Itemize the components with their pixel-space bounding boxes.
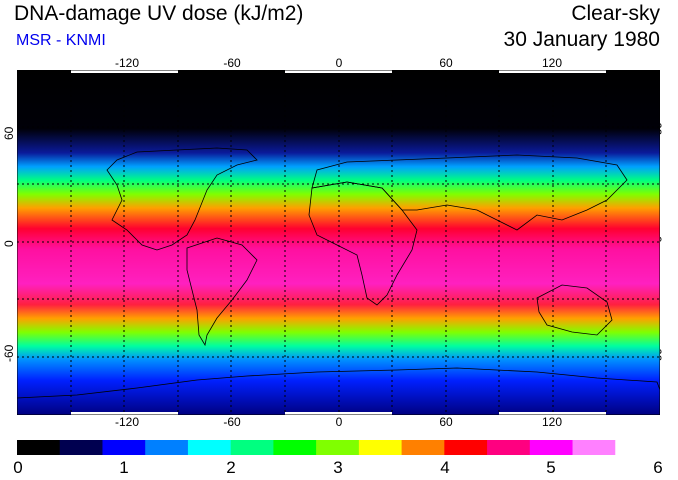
colorbar-tick: 1 <box>119 458 129 477</box>
colorbar-segment <box>572 440 616 455</box>
colorbar-segment <box>316 440 360 455</box>
map-title: DNA-damage UV dose (kJ/m2) <box>14 2 304 25</box>
australia-coast <box>536 284 613 336</box>
colorbar-tick: 4 <box>440 458 450 477</box>
north-america-coast <box>106 147 258 251</box>
colorbar-segment <box>529 440 574 455</box>
sky-condition: Clear-sky <box>571 2 660 25</box>
colorbar-tick: 2 <box>226 458 236 477</box>
lon-tick-top: -120 <box>114 56 140 70</box>
colorbar-segment <box>145 440 189 455</box>
colorbar-segment <box>230 440 274 455</box>
colorbar-segment <box>17 440 61 455</box>
lon-tick-bottom: 0 <box>335 415 343 429</box>
colorbar-segment <box>444 440 488 455</box>
colorbar-tick: 3 <box>333 458 343 477</box>
colorbar-segment <box>273 440 317 455</box>
coastlines <box>17 147 660 399</box>
map-date: 30 January 1980 <box>503 28 660 51</box>
colorbar-segment <box>615 440 658 455</box>
lat-tick-left: 0 <box>2 240 16 247</box>
colorbar-tick: 5 <box>546 458 556 477</box>
lat-tick-left: -60 <box>2 344 16 362</box>
lon-tick-top: 60 <box>439 56 453 70</box>
lat-tick-left: 60 <box>2 126 16 140</box>
lon-tick-bottom: 60 <box>439 415 453 429</box>
colorbar-segment <box>102 440 146 455</box>
colorbar <box>17 440 658 455</box>
graticule <box>17 70 660 415</box>
lon-tick-top: 120 <box>541 56 563 70</box>
europe-asia-coast <box>311 154 628 231</box>
lon-tick-top: 0 <box>335 56 343 70</box>
colorbar-segment <box>187 440 232 455</box>
colorbar-segment <box>487 440 531 455</box>
lon-tick-top: -60 <box>223 56 241 70</box>
lon-tick-bottom: -60 <box>223 415 241 429</box>
colorbar-segment <box>59 440 103 455</box>
colorbar-segment <box>358 440 403 455</box>
source-label: MSR - KNMI <box>16 32 106 49</box>
antarctica-coast <box>17 367 660 399</box>
colorbar-segment <box>401 440 445 455</box>
south-america-coast <box>186 237 258 347</box>
frame-ticks <box>71 70 606 415</box>
lon-tick-bottom: -120 <box>114 415 140 429</box>
colorbar-tick: 0 <box>13 458 23 477</box>
uv-dose-map <box>17 70 660 415</box>
colorbar-tick: 6 <box>653 458 663 477</box>
lon-tick-bottom: 120 <box>541 415 563 429</box>
